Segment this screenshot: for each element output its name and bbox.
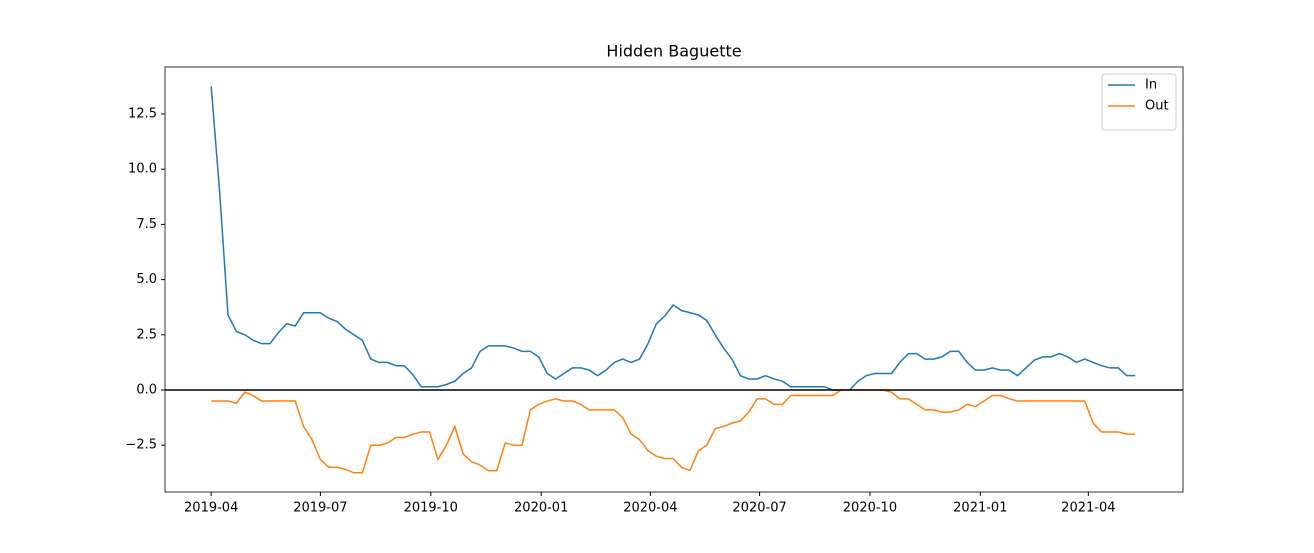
legend-label: In — [1145, 78, 1157, 93]
x-tick-label: 2020-07 — [732, 501, 786, 516]
x-tick-label: 2021-01 — [953, 501, 1007, 516]
x-tick-label: 2021-04 — [1061, 501, 1115, 516]
y-tick-label: −2.5 — [125, 438, 157, 453]
x-tick-label: 2020-10 — [843, 501, 897, 516]
legend-label: Out — [1145, 99, 1169, 114]
y-tick-label: 12.5 — [128, 107, 157, 122]
line-series — [211, 389, 1136, 474]
x-tick-label: 2020-04 — [623, 501, 677, 516]
y-tick-label: 5.0 — [136, 272, 157, 287]
line-series — [210, 86, 1136, 391]
y-tick-label: 10.0 — [128, 162, 157, 177]
chart-title: Hidden Baguette — [606, 42, 741, 61]
plot-frame — [164, 66, 1184, 493]
x-tick-label: 2019-04 — [184, 501, 238, 516]
x-tick-label: 2019-07 — [293, 501, 347, 516]
x-tick-label: 2019-10 — [404, 501, 458, 516]
y-tick-label: 0.0 — [136, 383, 157, 398]
x-tick-label: 2020-01 — [514, 501, 568, 516]
y-tick-label: 7.5 — [136, 217, 157, 232]
legend-box — [1101, 73, 1177, 131]
y-tick-label: 2.5 — [136, 327, 157, 342]
